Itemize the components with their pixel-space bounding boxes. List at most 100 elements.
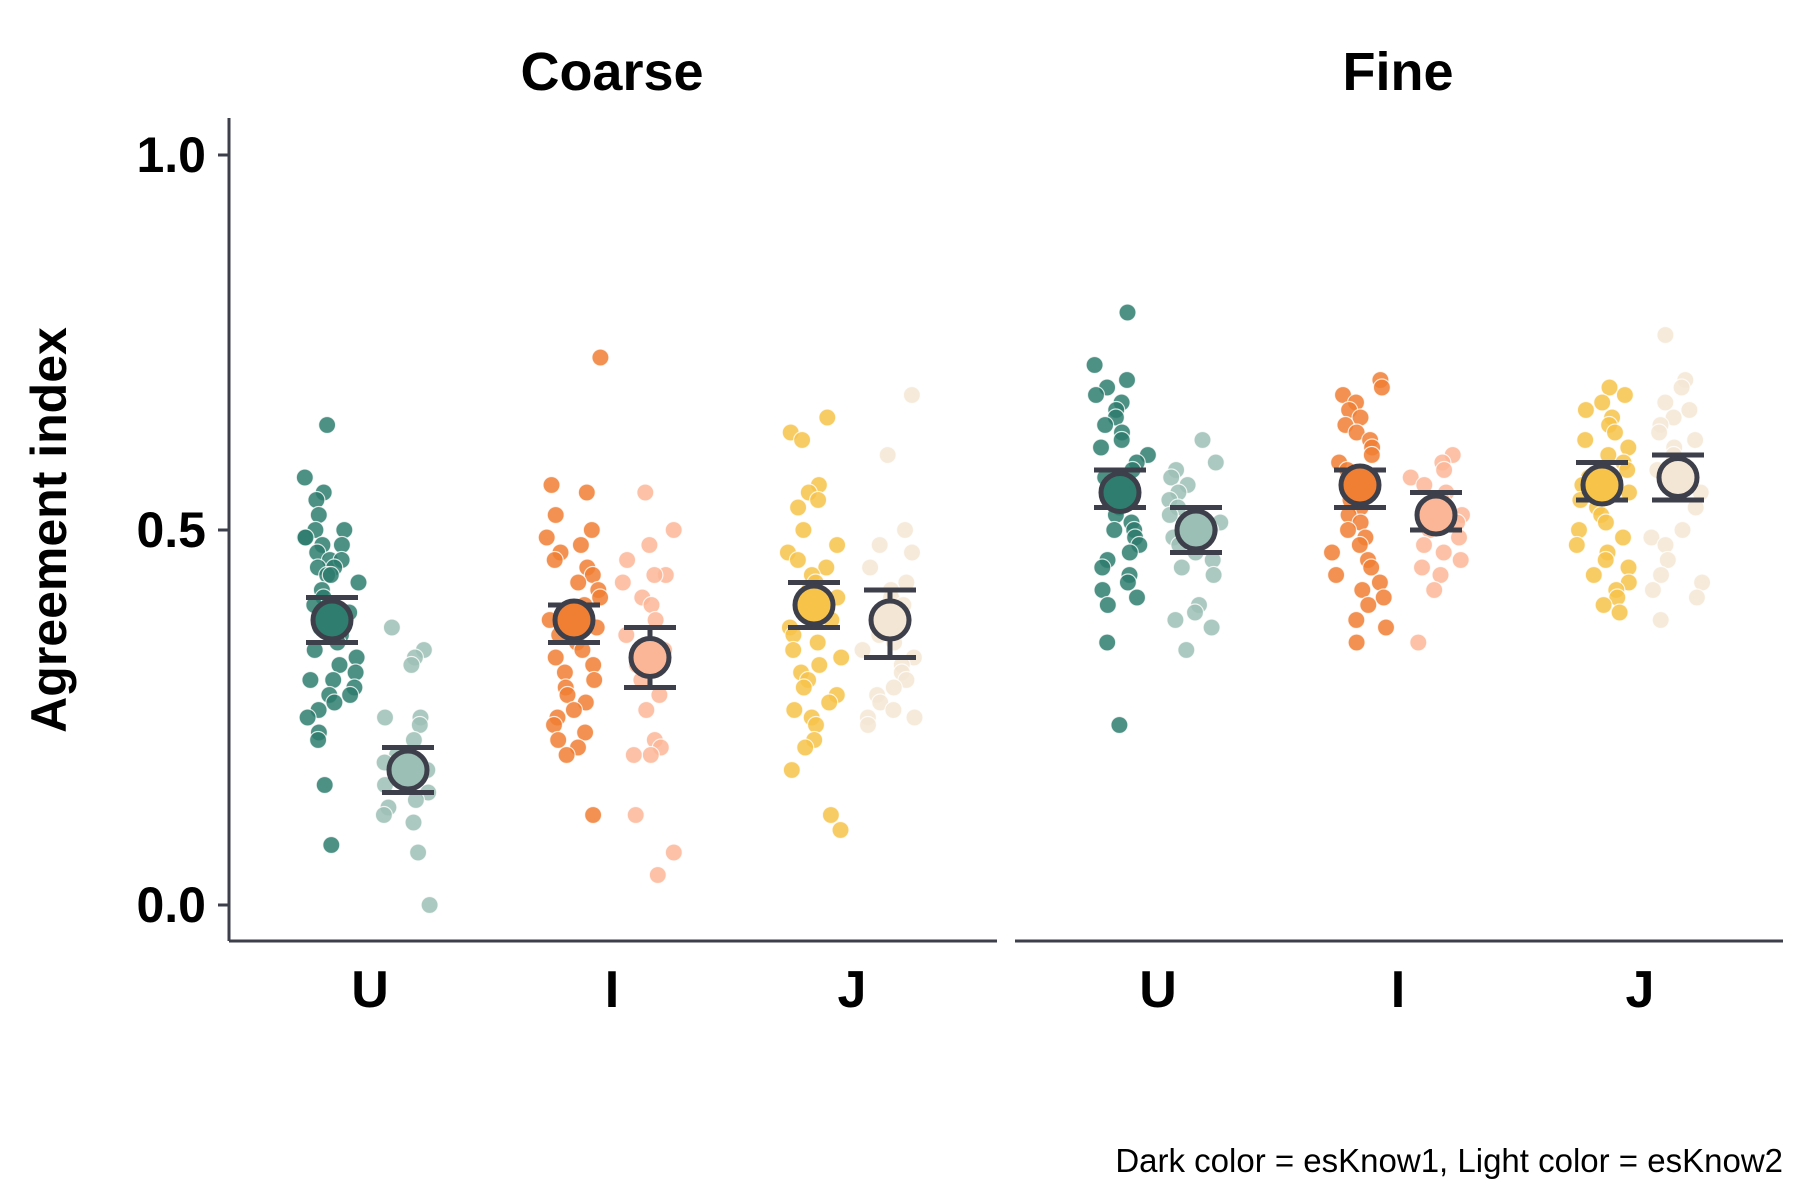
mean-marker bbox=[310, 598, 354, 642]
data-point bbox=[1162, 468, 1181, 487]
panel-title: Fine bbox=[1342, 42, 1453, 102]
data-point bbox=[664, 843, 683, 862]
data-point bbox=[1409, 633, 1428, 652]
data-point bbox=[324, 670, 343, 690]
data-point bbox=[1118, 573, 1138, 592]
data-point bbox=[542, 475, 561, 495]
data-point bbox=[796, 738, 815, 757]
y-tick-label: 0.5 bbox=[136, 502, 206, 558]
data-point bbox=[1673, 520, 1692, 540]
chart-caption: Dark color = esKnow1, Light color = esKn… bbox=[1115, 1142, 1783, 1179]
data-point bbox=[1412, 558, 1432, 577]
data-point bbox=[545, 550, 564, 570]
text-layer: 0.0 0.5 1.0 Agreement index Coarse U I J Fine U I J… bbox=[21, 42, 1783, 1179]
data-point bbox=[1619, 438, 1638, 457]
points-layer bbox=[295, 303, 1712, 915]
data-point bbox=[1166, 610, 1185, 630]
data-point bbox=[301, 670, 320, 690]
data-point bbox=[1105, 520, 1124, 540]
data-point bbox=[820, 693, 839, 712]
data-point bbox=[832, 648, 851, 667]
data-point bbox=[382, 618, 401, 637]
data-point bbox=[794, 678, 813, 697]
data-point bbox=[546, 648, 565, 667]
data-point bbox=[1372, 378, 1392, 397]
data-point bbox=[784, 640, 803, 660]
data-point bbox=[648, 865, 667, 885]
x-tick-label: I bbox=[605, 961, 619, 1019]
data-point bbox=[335, 520, 354, 540]
data-point bbox=[785, 700, 804, 720]
data-point bbox=[636, 483, 655, 502]
data-point bbox=[1687, 588, 1707, 607]
x-tick-label: U bbox=[1139, 961, 1177, 1019]
data-point bbox=[1605, 423, 1625, 442]
mean-marker bbox=[386, 748, 430, 792]
data-point bbox=[1374, 588, 1393, 607]
data-point bbox=[402, 655, 421, 675]
data-point bbox=[322, 835, 341, 855]
x-tick-label: J bbox=[838, 961, 867, 1019]
data-point bbox=[558, 685, 577, 705]
data-point bbox=[1093, 558, 1112, 577]
data-point bbox=[617, 550, 637, 570]
data-point bbox=[810, 655, 829, 675]
data-point bbox=[808, 633, 827, 652]
data-point bbox=[1172, 558, 1191, 577]
data-point bbox=[870, 535, 889, 555]
data-point bbox=[315, 775, 334, 795]
data-point bbox=[582, 520, 601, 540]
data-point bbox=[1112, 430, 1131, 450]
data-point bbox=[788, 550, 808, 570]
axes-layer bbox=[218, 118, 1783, 943]
data-point bbox=[571, 535, 591, 555]
data-point bbox=[884, 678, 903, 697]
mean-marker bbox=[868, 598, 912, 642]
data-point bbox=[642, 595, 661, 615]
data-point bbox=[1118, 303, 1137, 322]
data-point bbox=[1596, 550, 1615, 570]
data-point bbox=[307, 490, 326, 510]
data-point bbox=[1651, 610, 1670, 630]
data-point bbox=[1120, 543, 1139, 562]
data-point bbox=[298, 708, 317, 727]
data-point bbox=[1326, 565, 1346, 585]
data-point bbox=[794, 520, 813, 540]
data-point bbox=[584, 655, 603, 675]
data-point bbox=[902, 543, 922, 562]
data-point bbox=[404, 813, 423, 832]
data-point bbox=[1651, 565, 1671, 585]
data-point bbox=[782, 760, 801, 780]
data-point bbox=[1098, 633, 1117, 652]
data-point bbox=[544, 715, 564, 735]
data-point bbox=[569, 573, 588, 592]
data-point bbox=[664, 520, 683, 540]
data-point bbox=[537, 528, 556, 547]
x-tick-label: J bbox=[1626, 961, 1655, 1019]
data-point bbox=[1434, 460, 1454, 480]
data-point bbox=[341, 685, 360, 705]
data-point bbox=[1362, 445, 1381, 465]
data-point bbox=[1414, 535, 1434, 555]
data-point bbox=[1202, 618, 1221, 637]
data-point bbox=[347, 648, 366, 667]
x-tick-label: I bbox=[1391, 961, 1405, 1019]
data-point bbox=[1322, 543, 1342, 562]
data-point bbox=[1656, 393, 1675, 412]
data-point bbox=[1359, 595, 1378, 615]
data-point bbox=[375, 708, 395, 727]
data-point bbox=[641, 745, 660, 765]
data-point bbox=[818, 408, 837, 427]
data-point bbox=[1085, 355, 1104, 375]
data-point bbox=[374, 805, 393, 825]
data-point bbox=[808, 490, 828, 510]
data-point bbox=[1594, 595, 1613, 615]
data-point bbox=[1656, 535, 1675, 555]
data-point bbox=[321, 565, 340, 585]
data-point bbox=[1095, 415, 1115, 435]
data-point bbox=[1347, 610, 1366, 630]
data-point bbox=[346, 663, 365, 682]
mean-marker bbox=[1174, 508, 1218, 552]
data-point bbox=[420, 895, 439, 915]
